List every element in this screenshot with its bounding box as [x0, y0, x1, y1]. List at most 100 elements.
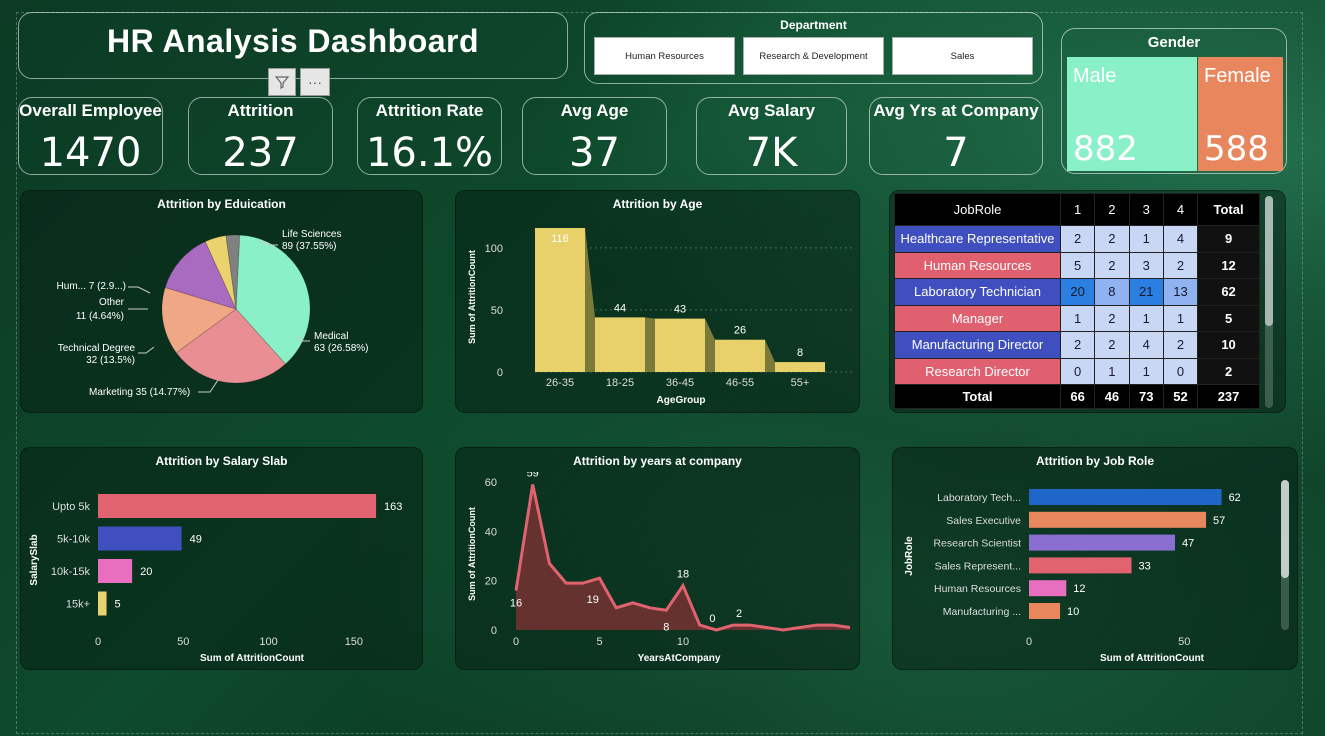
matrix-cell: 8: [1094, 278, 1130, 306]
x-tick-label: 46-55: [726, 377, 754, 389]
y-tick-label: 60: [485, 477, 497, 489]
matrix-role[interactable]: Human Resources: [894, 251, 1061, 279]
department-option-human-resources[interactable]: Human Resources: [594, 37, 735, 75]
pie-label: Technical Degree: [58, 343, 136, 354]
matrix-cell: 1: [1128, 357, 1164, 385]
y-tick-label: 20: [485, 576, 497, 588]
x-tick-label: 0: [513, 636, 519, 648]
matrix-header-total[interactable]: Total: [1197, 193, 1260, 226]
x-tick-label: 10: [677, 636, 689, 648]
bar: [715, 339, 765, 372]
data-label: 26: [734, 325, 746, 337]
department-slicer: Department Human Resources Research & De…: [584, 12, 1043, 84]
bar: [1029, 603, 1061, 619]
job-role-matrix: JobRole 1 2 3 4 Total Healthcare Represe…: [894, 193, 1260, 409]
bar: [655, 318, 705, 372]
x-tick-label: 150: [345, 636, 363, 648]
matrix-cell: 1: [1094, 357, 1130, 385]
matrix-header-1[interactable]: 1: [1059, 193, 1096, 226]
pie-label: 11 (4.64%): [76, 311, 124, 322]
data-label: 62: [1229, 492, 1241, 504]
matrix-cell: 1: [1162, 304, 1199, 332]
x-tick-label: 18-25: [606, 377, 634, 389]
data-label: 49: [190, 534, 202, 546]
matrix-header-2[interactable]: 2: [1094, 193, 1130, 226]
bar: [775, 362, 825, 372]
matrix-row: Manager 1 2 1 1 5: [894, 304, 1260, 332]
matrix-role[interactable]: Healthcare Representative: [894, 225, 1061, 253]
gender-tile-male[interactable]: Male 882: [1067, 57, 1197, 171]
pie-leader-line: [128, 286, 151, 294]
gender-female-value: 588: [1204, 129, 1269, 169]
kpi-value: 7: [943, 130, 969, 176]
matrix-role[interactable]: Research Director: [894, 357, 1061, 385]
more-options-icon[interactable]: ···: [300, 68, 330, 96]
area-fill: [516, 484, 850, 630]
data-label: 20: [140, 566, 152, 578]
chart-title: Attrition by Job Role: [1036, 454, 1154, 468]
matrix-grand-total: 237: [1197, 384, 1260, 409]
matrix-header-row: JobRole 1 2 3 4 Total: [894, 193, 1260, 226]
y-tick-label: 100: [485, 243, 503, 255]
x-axis-title: AgeGroup: [657, 395, 706, 406]
matrix-row-total: 2: [1197, 357, 1260, 385]
matrix-row: Research Director 0 1 1 0 2: [894, 357, 1260, 385]
department-label: Department: [780, 18, 847, 32]
filter-icon[interactable]: [268, 68, 296, 96]
matrix-role[interactable]: Laboratory Technician: [894, 278, 1061, 306]
bar: [535, 228, 585, 372]
matrix-scrollbar-thumb[interactable]: [1265, 196, 1273, 326]
matrix-cell: 2: [1094, 331, 1130, 359]
matrix-scrollbar[interactable]: [1265, 196, 1273, 408]
gender-tile-female[interactable]: Female 588: [1198, 57, 1283, 171]
chart-title: Attrition by years at company: [573, 454, 742, 468]
pie-label: Life Sciences: [282, 229, 341, 240]
pie-slice: [235, 234, 311, 365]
y-axis-title: SalarySlab: [29, 534, 40, 585]
job-role-chart-scrollbar-thumb[interactable]: [1281, 480, 1289, 578]
y-tick-label: Human Resources: [934, 583, 1021, 595]
matrix-cell: 0: [1162, 357, 1199, 385]
ribbon: [645, 317, 655, 372]
kpi-label: Avg Age: [560, 101, 629, 120]
matrix-cell: 5: [1059, 251, 1096, 279]
job-role-chart-scrollbar[interactable]: [1281, 480, 1289, 630]
matrix-header-jobrole[interactable]: JobRole: [894, 193, 1061, 226]
x-tick-label: 100: [259, 636, 277, 648]
kpi-avg-age: Avg Age 37: [522, 97, 667, 176]
panel-attrition-by-education: Attrition by Eduication: [20, 190, 423, 413]
matrix-cell: 21: [1128, 278, 1164, 306]
gender-male-label: Male: [1073, 65, 1117, 87]
data-label: 59: [527, 472, 539, 479]
matrix-cell: 20: [1059, 278, 1096, 306]
data-label: 47: [1182, 538, 1194, 550]
matrix-role[interactable]: Manager: [894, 304, 1061, 332]
matrix-row: Laboratory Technician 20 8 21 13 62: [894, 278, 1260, 306]
department-option-sales[interactable]: Sales: [892, 37, 1033, 75]
kpi-label: Overall Employee: [19, 101, 162, 120]
age-bar-chart: 0 50 100 116 26-35 44 18-25 43 36-45 26 46-55 8 55+ A…: [467, 228, 855, 406]
bar: [98, 494, 377, 518]
matrix-cell: 13: [1162, 278, 1199, 306]
matrix-cell: 1: [1128, 304, 1164, 332]
matrix-row-total: 5: [1197, 304, 1260, 332]
matrix-row-total: 10: [1197, 331, 1260, 359]
y-tick-label: 10k-15k: [51, 566, 91, 578]
matrix-header-3[interactable]: 3: [1128, 193, 1164, 226]
kpi-label: Attrition Rate: [375, 101, 484, 120]
visual-header-toolbar: ···: [268, 68, 330, 96]
data-label: 44: [614, 302, 626, 314]
matrix-row-total: 12: [1197, 251, 1260, 279]
matrix-header-4[interactable]: 4: [1162, 193, 1199, 226]
bar: [98, 591, 107, 616]
matrix-cell: 2: [1094, 251, 1130, 279]
ribbon: [705, 318, 715, 372]
data-label: 57: [1213, 515, 1225, 527]
pie-slice: [175, 308, 287, 384]
pie-label: Medical: [314, 331, 348, 342]
matrix-cell: 4: [1162, 225, 1199, 253]
gender-male-value: 882: [1073, 129, 1138, 169]
y-tick-label: Sales Represent...: [935, 560, 1021, 572]
department-option-research-development[interactable]: Research & Development: [743, 37, 884, 75]
matrix-role[interactable]: Manufacturing Director: [894, 331, 1061, 359]
